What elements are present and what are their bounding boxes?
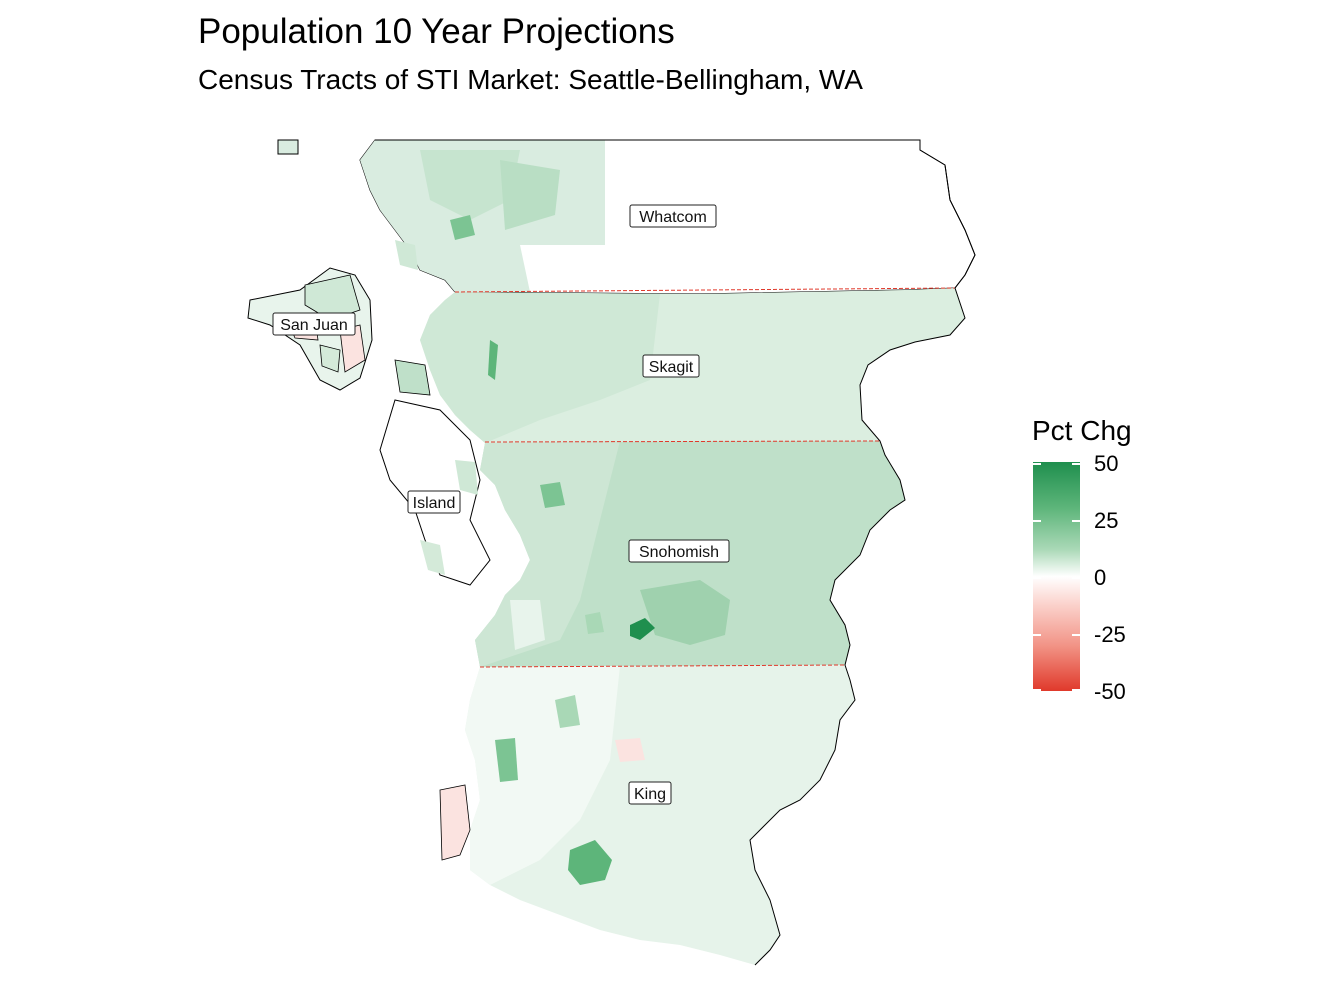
legend-tick — [1072, 689, 1080, 691]
region-whatcom — [277, 139, 976, 295]
legend-tick — [1033, 463, 1041, 465]
county-label-text: San Juan — [280, 317, 348, 334]
county-label-whatcom: Whatcom — [629, 204, 717, 228]
county-label-san-juan: San Juan — [272, 312, 356, 336]
county-label-snohomish: Snohomish — [628, 539, 730, 563]
legend-label: -25 — [1094, 622, 1126, 647]
region-skagit — [394, 288, 965, 443]
legend-label: 50 — [1094, 451, 1119, 476]
legend-tick — [1072, 520, 1080, 522]
legend-tick — [1033, 577, 1041, 579]
legend-tick — [1033, 634, 1041, 636]
region-snohomish — [475, 441, 905, 667]
county-boundaries — [454, 287, 956, 668]
county-label-island: Island — [407, 490, 461, 514]
map-subtitle: Census Tracts of STI Market: Seattle-Bel… — [198, 64, 863, 95]
legend-color-bar — [1033, 462, 1080, 691]
legend-tick — [1033, 520, 1041, 522]
county-label-king: King — [628, 781, 672, 805]
county-label-skagit: Skagit — [642, 354, 700, 378]
legend-label: 25 — [1094, 508, 1119, 533]
region-king — [439, 665, 855, 965]
legend-label: -50 — [1094, 679, 1126, 704]
legend-tick — [1072, 577, 1080, 579]
county-label-text: King — [634, 786, 666, 803]
county-label-text: Whatcom — [639, 209, 707, 226]
county-label-text: Island — [413, 495, 456, 512]
legend-tick — [1072, 634, 1080, 636]
county-label-text: Skagit — [649, 359, 694, 376]
legend-title: Pct Chg — [1032, 415, 1132, 446]
legend-tick — [1033, 689, 1041, 691]
map-title: Population 10 Year Projections — [198, 12, 675, 51]
legend-tick — [1072, 463, 1080, 465]
legend-label: 0 — [1094, 565, 1107, 590]
coastline-outline — [375, 139, 976, 966]
county-label-text: Snohomish — [639, 544, 719, 561]
